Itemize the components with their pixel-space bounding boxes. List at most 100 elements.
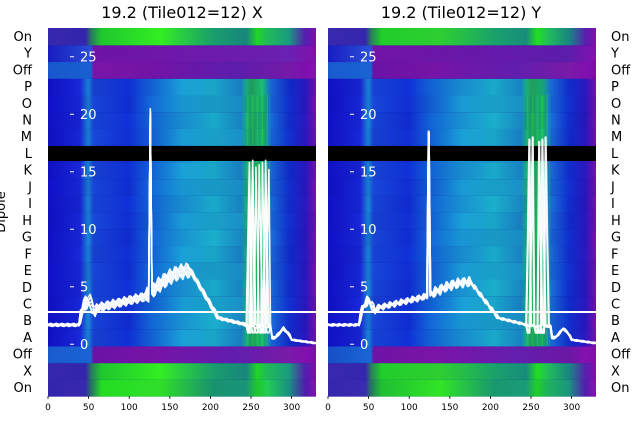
row-label-left: N [22, 114, 32, 129]
x-axis-ticks: 0 50 100 150 200 250 300 0 50 100 150 200 250 300 [45, 396, 580, 413]
overlay-tick-label: 20 [360, 108, 377, 123]
row-label-right: On [611, 381, 629, 396]
row-label-left: C [23, 298, 32, 313]
overlay-tick-label: 25 [80, 50, 97, 65]
row-label-left: On [14, 381, 32, 396]
row-label-right: N [611, 114, 621, 129]
panel-y: 0 5 10 15 20 25 [327, 28, 597, 397]
row-label-right: On [611, 30, 629, 45]
row-label-left: H [22, 214, 32, 229]
row-label-left: K [23, 164, 32, 179]
flagged-band [328, 146, 596, 161]
row-label-right: O [611, 97, 621, 112]
row-label-right: B [611, 314, 620, 329]
heatmap-row [48, 245, 316, 263]
heatmap-row [48, 195, 316, 213]
row-label-right: Off [611, 348, 631, 363]
heatmap-row [48, 379, 316, 397]
burst-streak [548, 94, 551, 346]
row-label-left: Off [13, 63, 33, 78]
row-label-left: P [24, 80, 32, 95]
heatmap-row [328, 28, 596, 46]
x-tick-label: 300 [283, 403, 300, 413]
row-label-left: D [22, 281, 32, 296]
heatmap-row [328, 44, 596, 63]
row-label-left: M [21, 130, 32, 145]
heatmap-row [48, 111, 316, 129]
heatmap-row [328, 178, 596, 196]
row-label-right: X [611, 364, 620, 379]
heatmap-row [328, 379, 596, 397]
row-label-left: G [22, 231, 32, 246]
row-label-left: J [27, 180, 32, 195]
row-label-right: Y [610, 47, 619, 62]
heatmap-row [48, 44, 316, 63]
heatmap-row [328, 195, 596, 213]
x-tick-label: 100 [121, 403, 138, 413]
x-tick-label: 200 [482, 403, 499, 413]
panel-title-y: 19.2 (Tile012=12) Y [381, 3, 542, 22]
heatmap-row [328, 245, 596, 263]
row-label-left: F [25, 247, 32, 262]
x-tick-label: 250 [522, 403, 539, 413]
row-label-left: X [23, 364, 32, 379]
heatmap-row [328, 312, 596, 330]
overlay-tick-label: 0 [80, 338, 88, 353]
x-tick-label: 50 [363, 403, 375, 413]
heatmap-row [48, 178, 316, 196]
row-label-right: D [611, 281, 621, 296]
overlay-tick-label: 0 [360, 338, 368, 353]
row-label-left: Y [23, 47, 32, 62]
row-label-right: E [611, 264, 619, 279]
panel-title-x: 19.2 (Tile012=12) X [101, 3, 263, 22]
overlay-tick-label: 10 [80, 223, 97, 238]
row-label-right: L [611, 147, 619, 162]
y-axis-label: Dipole [0, 191, 9, 232]
x-tick-label: 0 [325, 403, 331, 413]
heatmap-row [48, 362, 316, 380]
row-label-right: A [611, 331, 620, 346]
x-tick-label: 50 [83, 403, 95, 413]
heatmap-row [328, 362, 596, 380]
row-label-left: A [23, 331, 32, 346]
row-label-left: I [28, 197, 32, 212]
row-label-right: M [611, 130, 622, 145]
overlay-trace [47, 113, 317, 344]
row-label-right: G [611, 231, 621, 246]
row-label-left: O [22, 97, 32, 112]
row-label-right: F [611, 247, 618, 262]
row-label-right: J [610, 180, 615, 195]
x-tick-label: 250 [242, 403, 259, 413]
overlay-tick-label: 5 [80, 280, 88, 295]
heatmap-row [48, 28, 316, 46]
heatmap-row [328, 262, 596, 280]
heatmap-row [48, 312, 316, 330]
row-label-left: B [23, 314, 32, 329]
heatmap-row [48, 78, 316, 96]
overlay-tick-label: 10 [360, 223, 377, 238]
heatmap-row [328, 111, 596, 129]
burst-streak [534, 94, 536, 346]
heatmap-row [48, 61, 316, 79]
overlay-tick-label: 15 [80, 165, 97, 180]
row-label-left: E [24, 264, 32, 279]
row-label-right: P [611, 80, 619, 95]
heatmap-row [328, 345, 596, 364]
overlay-tick-label: 25 [360, 50, 377, 65]
row-label-right: K [611, 164, 620, 179]
row-label-right: Off [611, 63, 631, 78]
panel-x: 0 5 10 15 20 25 [47, 28, 317, 397]
heatmap-row [48, 94, 316, 113]
heatmap-row [48, 345, 316, 364]
row-label-left: On [14, 30, 32, 45]
x-tick-label: 150 [161, 403, 178, 413]
row-label-right: C [611, 298, 620, 313]
x-tick-label: 300 [563, 403, 580, 413]
row-label-left: L [25, 147, 33, 162]
flagged-band [48, 146, 316, 161]
heatmap-row [328, 61, 596, 79]
heatmap-row [48, 128, 316, 146]
